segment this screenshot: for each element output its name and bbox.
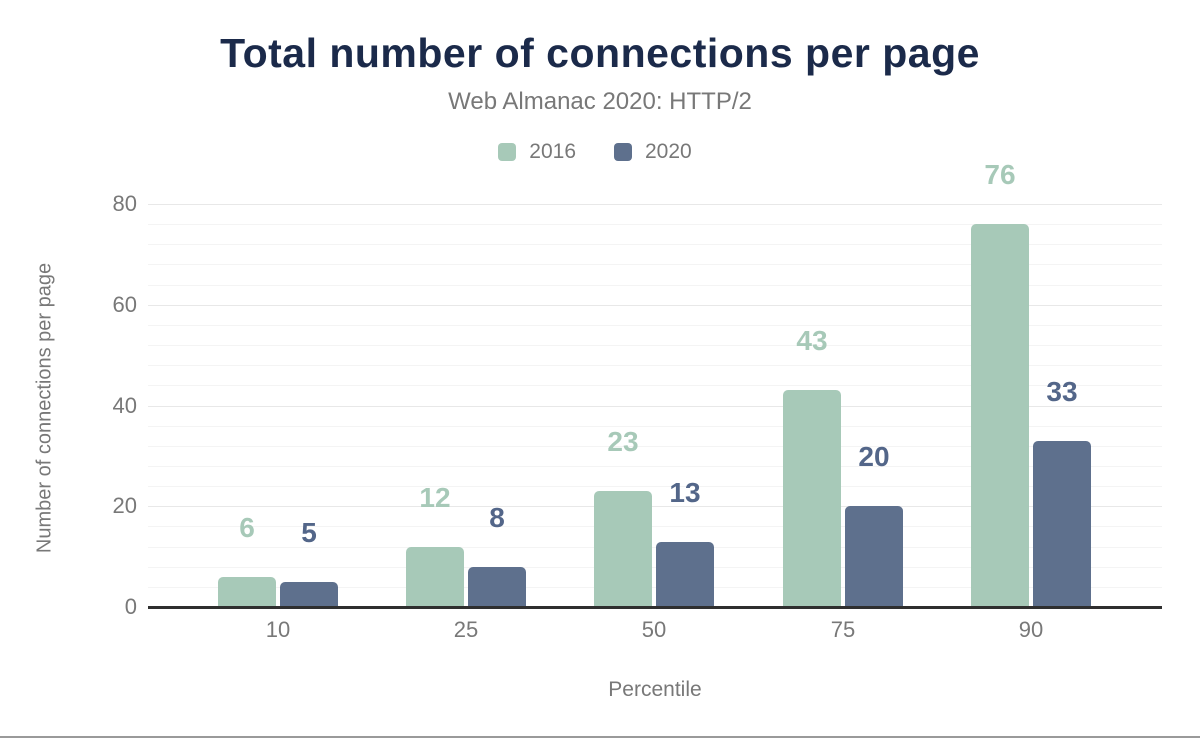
minor-gridline	[148, 264, 1162, 265]
legend: 2016 2020	[0, 140, 1190, 164]
x-tick-label: 75	[830, 617, 856, 642]
minor-gridline	[148, 486, 1162, 487]
minor-gridline	[148, 446, 1162, 447]
minor-gridline	[148, 526, 1162, 527]
x-tick-label: 50	[641, 617, 667, 642]
value-label-2016: 23	[607, 426, 639, 457]
legend-item-2020: 2020	[614, 140, 692, 164]
legend-swatch-2020	[614, 143, 632, 161]
y-axis-title: Number of connections per page	[33, 262, 56, 554]
bar-2016	[594, 491, 652, 607]
minor-gridline	[148, 385, 1162, 386]
minor-gridline	[148, 587, 1162, 588]
y-tick-label: 40	[112, 393, 137, 418]
bar-2020	[468, 567, 526, 607]
minor-gridline	[148, 426, 1162, 427]
minor-gridline	[148, 567, 1162, 568]
x-tick-label: 10	[265, 617, 291, 642]
legend-label: 2016	[529, 140, 576, 163]
minor-gridline	[148, 466, 1162, 467]
major-gridline	[148, 406, 1162, 407]
x-axis-line	[148, 606, 1162, 609]
bar-2016	[218, 577, 276, 607]
legend-swatch-2016	[498, 143, 517, 161]
minor-gridline	[148, 325, 1162, 326]
minor-gridline	[148, 547, 1162, 548]
value-label-2016: 76	[984, 159, 1016, 190]
bar-2016	[971, 224, 1029, 607]
minor-gridline	[148, 365, 1162, 366]
bottom-divider	[0, 736, 1200, 738]
value-label-2020: 13	[669, 477, 701, 508]
legend-item-2016: 2016	[498, 140, 576, 164]
major-gridline	[148, 506, 1162, 507]
x-tick-label: 90	[1018, 617, 1044, 642]
bar-2020	[1033, 441, 1091, 607]
value-label-2016: 6	[239, 512, 255, 543]
chart-title: Total number of connections per page	[220, 30, 980, 76]
minor-gridline	[148, 345, 1162, 346]
value-label-2020: 20	[858, 441, 890, 472]
major-gridline	[148, 204, 1162, 205]
minor-gridline	[148, 224, 1162, 225]
bar-2020	[656, 542, 714, 607]
bar-2016	[783, 390, 841, 607]
y-tick-label: 60	[112, 292, 137, 317]
x-axis-title: Percentile	[608, 678, 702, 701]
value-label-2020: 33	[1046, 376, 1078, 407]
y-tick-label: 0	[124, 594, 137, 619]
y-tick-label: 80	[112, 191, 137, 216]
minor-gridline	[148, 244, 1162, 245]
value-label-2016: 12	[419, 482, 451, 513]
value-label-2020: 5	[301, 517, 317, 548]
bar-2020	[280, 582, 338, 607]
y-tick-label: 20	[112, 493, 137, 518]
bar-2020	[845, 506, 903, 607]
x-tick-label: 25	[453, 617, 479, 642]
legend-label: 2020	[645, 140, 692, 163]
minor-gridline	[148, 285, 1162, 286]
value-label-2016: 43	[796, 325, 828, 356]
bar-2016	[406, 547, 464, 607]
chart-subtitle: Web Almanac 2020: HTTP/2	[448, 88, 752, 115]
value-label-2020: 8	[489, 502, 505, 533]
major-gridline	[148, 305, 1162, 306]
